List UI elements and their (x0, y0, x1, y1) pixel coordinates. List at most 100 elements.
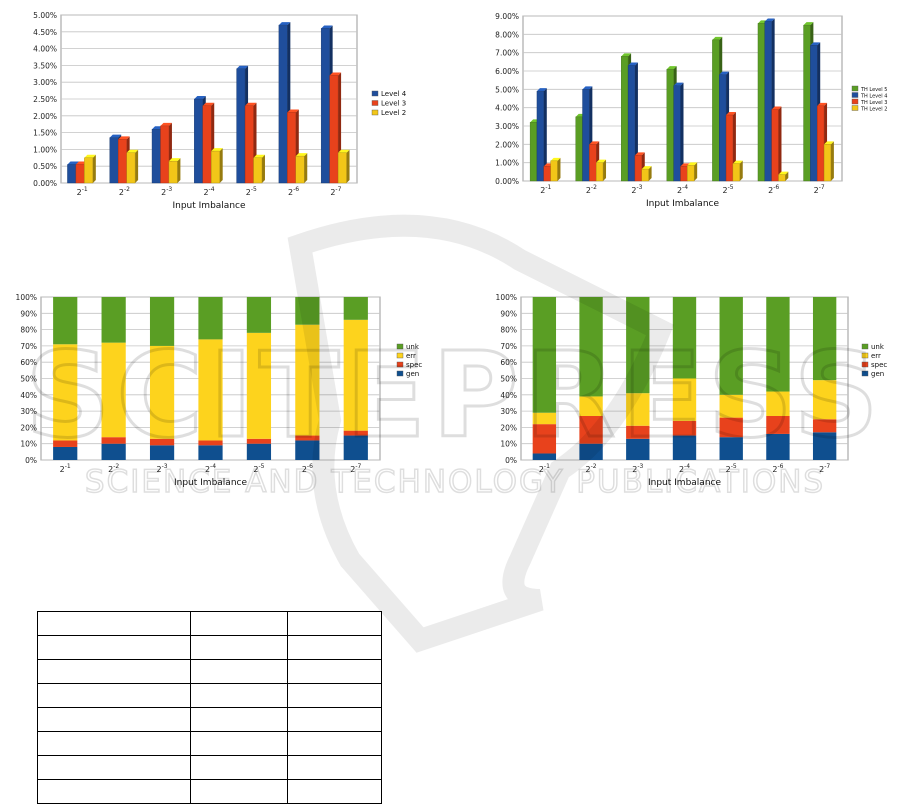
bar-side-TH Level 4 (680, 82, 684, 181)
bar-TH Level 3 (817, 105, 825, 182)
y-tick-label: 0.00% (33, 179, 57, 188)
bar-segment-err (198, 339, 223, 441)
table-row (37, 731, 382, 756)
y-tick-label: 100% (496, 293, 517, 302)
bar-Level 2 (126, 152, 136, 184)
x-axis-label: Input Imbalance (646, 199, 719, 209)
bar-segment-err (532, 412, 557, 425)
bar-TH Level 4 (764, 21, 772, 182)
bar-segment-gen (149, 445, 175, 460)
legend-swatch (861, 361, 869, 368)
bar-Level 2 (253, 157, 263, 184)
table-body (37, 611, 382, 804)
table-row (37, 683, 382, 708)
bar-top-TH Level 3 (589, 141, 600, 145)
bar-top-TH Level 2 (641, 166, 652, 170)
bar-segment-gen (672, 435, 697, 460)
legend-label: err (871, 352, 881, 360)
bar-top-Level 2 (84, 154, 96, 158)
bar-top-Level 4 (236, 65, 249, 69)
bar-Level 4 (320, 28, 330, 184)
bar-top-TH Level 2 (550, 157, 561, 161)
table-cell (37, 611, 191, 636)
bar-segment-unk (198, 297, 223, 340)
table-cell (287, 659, 382, 684)
bar-Level 3 (287, 112, 297, 184)
y-tick-label: 0.00% (495, 177, 519, 186)
bar-segment-spec (579, 415, 603, 444)
bar-Level 3 (244, 105, 254, 184)
x-tick-label: 2-5 (723, 184, 734, 195)
bar-segment-gen (198, 445, 223, 460)
legend-label: TH Level 5 (860, 87, 887, 93)
bar-segment-err (719, 394, 743, 418)
bar-segment-spec (766, 415, 790, 434)
bar-top-Level 4 (194, 96, 206, 99)
bar-top-Level 3 (245, 102, 257, 106)
y-tick-label: 8.00% (495, 30, 519, 39)
bar-segment-gen (53, 446, 78, 460)
bar-top-Level 4 (278, 22, 291, 26)
y-tick-label: 20% (20, 423, 37, 432)
bar-side-Level 2 (304, 153, 308, 183)
bar-TH Level 2 (778, 174, 786, 182)
bar-top-Level 3 (202, 102, 215, 106)
bar-segment-gen (766, 433, 790, 460)
chart-stacked-composition-left: 0% 10% 20% 30% 40% 50% 60% 70% 80% 90% 100% 2-1 2-2 2… (16, 293, 423, 488)
bar-top-TH Level 4 (628, 62, 638, 66)
bar-segment-gen (101, 443, 126, 460)
bar-top-TH Level 4 (810, 42, 821, 46)
table-cell (37, 755, 191, 780)
bar-side-Level 2 (92, 154, 96, 183)
legend-label: unk (406, 343, 420, 351)
legend-swatch (861, 352, 869, 359)
legend-swatch (396, 361, 404, 368)
bar-top-TH Level 4 (719, 71, 730, 75)
table-cell (190, 683, 288, 708)
x-tick-label: 2-2 (586, 463, 597, 474)
table-cell (37, 635, 191, 660)
table-cell (37, 731, 191, 756)
y-tick-label: 50% (500, 375, 517, 384)
bar-TH Level 3 (589, 144, 597, 182)
bar-side-TH Level 2 (603, 159, 607, 181)
bar-segment-unk (101, 297, 126, 343)
bar-Level 3 (329, 75, 339, 184)
y-tick-label: 70% (20, 342, 37, 351)
y-tick-label: 2.50% (33, 95, 57, 104)
y-tick-label: 4.00% (33, 45, 57, 54)
bar-top-TH Level 5 (666, 66, 677, 70)
bar-segment-gen (343, 435, 368, 460)
bar-segment-err (343, 319, 368, 431)
bar-segment-err (101, 342, 126, 438)
bar-segment-spec (198, 440, 223, 446)
bar-side-TH Level 2 (785, 171, 789, 181)
x-tick-label: 2-5 (246, 186, 257, 197)
legend-label: spec (871, 361, 887, 369)
bar-TH Level 2 (595, 162, 604, 182)
bar-top-TH Level 4 (764, 18, 775, 22)
bar-TH Level 2 (823, 144, 832, 182)
bar-side-Level 2 (346, 149, 350, 183)
bar-side-TH Level 2 (648, 166, 652, 181)
bar-segment-unk (812, 297, 837, 381)
legend-label: spec (406, 361, 422, 369)
y-tick-label: 30% (500, 407, 517, 416)
bar-top-Level 3 (329, 72, 342, 76)
plot-area: 0.00% 1.00% 2.00% 3.00% 4.00% 5.00% 6.00% 7.00%… (495, 12, 887, 209)
y-tick-label: 3.00% (33, 78, 57, 87)
bar-segment-err (53, 344, 78, 441)
legend-label: TH Level 3 (860, 100, 887, 106)
y-tick-label: 3.00% (495, 122, 519, 131)
bar-segment-unk (149, 297, 175, 346)
x-tick-label: 2-3 (632, 463, 643, 474)
bar-side-Level 2 (177, 158, 181, 183)
table-cell (190, 635, 288, 660)
bar-segment-gen (295, 440, 320, 460)
bar-segment-err (295, 324, 320, 436)
bar-segment-spec (719, 417, 743, 438)
legend-swatch (371, 109, 379, 116)
bar-top-TH Level 5 (712, 36, 723, 40)
legend-label: unk (871, 343, 885, 351)
x-tick-label: 2-6 (768, 184, 779, 195)
